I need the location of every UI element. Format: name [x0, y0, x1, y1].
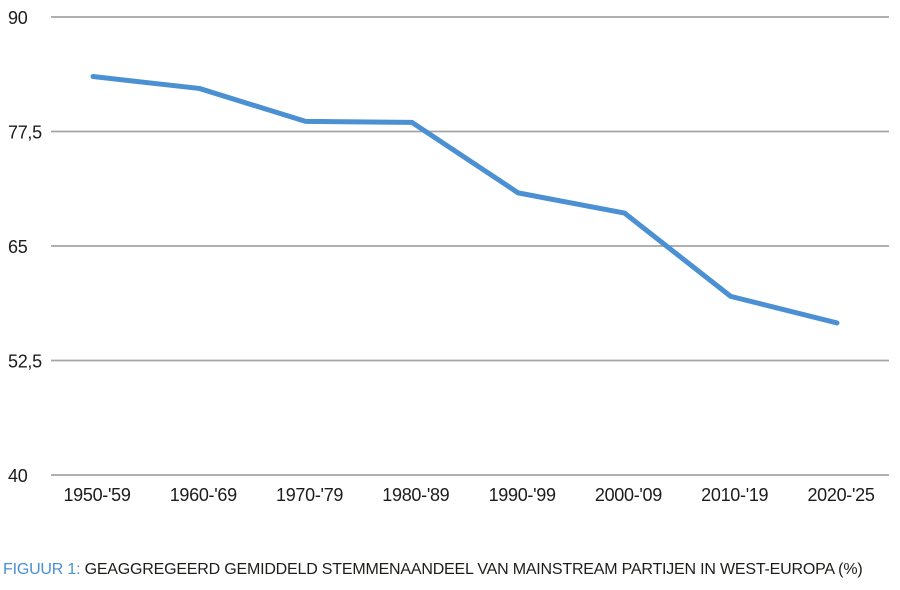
figure-caption-prefix: FIGUUR 1: [3, 561, 81, 578]
y-axis-tick-label: 65 [8, 237, 28, 257]
y-axis-tick-label: 90 [8, 8, 28, 28]
y-axis-tick-label: 52,5 [8, 352, 42, 372]
x-axis-tick-label: 1960-'69 [170, 485, 237, 505]
figure-caption-text: GEAGGREGEERD GEMIDDELD STEMMENAANDEEL VA… [84, 561, 863, 578]
x-axis-tick-label: 2000-'09 [595, 485, 662, 505]
y-axis-tick-label: 40 [8, 466, 28, 486]
y-axis-tick-label: 77,5 [8, 123, 42, 143]
x-axis-tick-label: 1990-'99 [489, 485, 556, 505]
x-axis-tick-label: 1950-'59 [63, 485, 130, 505]
vote-share-line [90, 74, 840, 326]
x-axis-tick-label: 2010-'19 [701, 485, 768, 505]
x-axis-tick-label: 1970-'79 [276, 485, 343, 505]
x-axis-tick-label: 2020-'25 [807, 485, 874, 505]
vote-share-line-chart: 90 77,5 65 52,5 40 1950-'59 1960-'69 1970-'79 19… [8, 8, 889, 505]
figure-caption: FIGUUR 1: GEAGGREGEERD GEMIDDELD STEMMEN… [3, 559, 883, 580]
x-axis-tick-label: 1980-'89 [382, 485, 449, 505]
